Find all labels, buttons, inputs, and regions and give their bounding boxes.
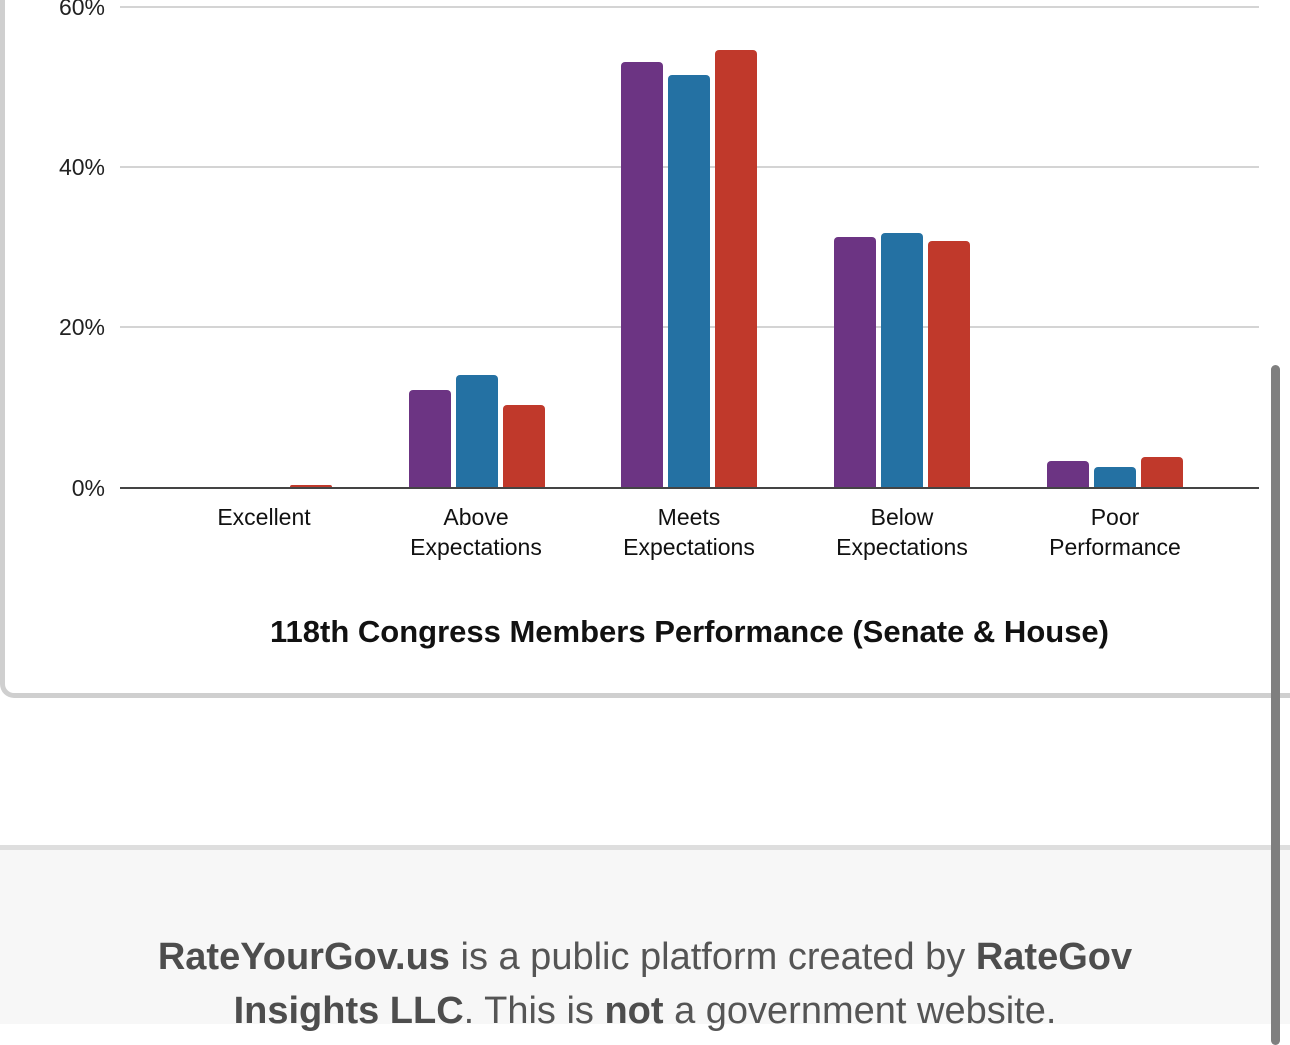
x-label-poor-performance: Poor Performance — [1015, 502, 1215, 562]
bar-below-expectations-3 — [928, 241, 971, 487]
bar-above-expectations-1 — [408, 389, 451, 487]
x-label-line: Below — [870, 504, 934, 530]
bar-chart: 60% 40% 20% 0% Excellent Above Expectati… — [5, 0, 1290, 700]
bar-below-expectations-1 — [834, 237, 877, 487]
bar-meets-expectations-3 — [715, 49, 758, 487]
y-tick-0: 0% — [71, 475, 105, 501]
x-label-line: Expectations — [410, 534, 542, 560]
x-label-line: Performance — [1049, 534, 1181, 560]
footer-brand: RateYourGov.us — [157, 936, 450, 978]
bar-meets-expectations-2 — [668, 75, 711, 487]
x-axis-line — [120, 487, 1259, 489]
y-tick-60: 60% — [58, 0, 105, 20]
bar-excellent-3 — [290, 484, 332, 487]
x-label-line: Meets — [657, 504, 721, 530]
x-label-line: Excellent — [217, 504, 311, 530]
gridline-60 — [120, 6, 1259, 8]
footer-disclaimer: RateYourGov.us is a public platform crea… — [80, 930, 1210, 1038]
footer: RateYourGov.us is a public platform crea… — [0, 845, 1290, 1032]
x-label-line: Above — [443, 504, 509, 530]
bar-above-expectations-2 — [455, 374, 498, 487]
x-label-line: Poor — [1090, 504, 1140, 530]
footer-text-1: is a public platform created by — [449, 936, 976, 978]
y-tick-20: 20% — [58, 314, 105, 340]
x-label-below-expectations: Below Expectations — [802, 502, 1002, 562]
x-label-line: Expectations — [836, 534, 968, 560]
footer-text-2: . This is — [463, 990, 605, 1032]
chart-title: 118th Congress Members Performance (Sena… — [270, 614, 1109, 649]
x-label-line: Expectations — [623, 534, 755, 560]
bar-below-expectations-2 — [881, 232, 924, 487]
bar-poor-performance-1 — [1046, 460, 1089, 487]
y-tick-40: 40% — [58, 154, 105, 180]
footer-text-3: a government website. — [663, 990, 1057, 1032]
bar-poor-performance-3 — [1140, 456, 1183, 487]
bar-poor-performance-2 — [1093, 466, 1136, 487]
footer-emphasis: not — [604, 990, 664, 1032]
x-label-meets-expectations: Meets Expectations — [589, 502, 789, 562]
chart-card: 60% 40% 20% 0% Excellent Above Expectati… — [0, 0, 1290, 698]
bar-meets-expectations-1 — [621, 62, 664, 487]
x-label-above-expectations: Above Expectations — [376, 502, 576, 562]
x-label-excellent: Excellent — [164, 502, 364, 532]
bar-above-expectations-3 — [502, 405, 545, 487]
vertical-scrollbar-thumb[interactable] — [1271, 365, 1280, 1045]
